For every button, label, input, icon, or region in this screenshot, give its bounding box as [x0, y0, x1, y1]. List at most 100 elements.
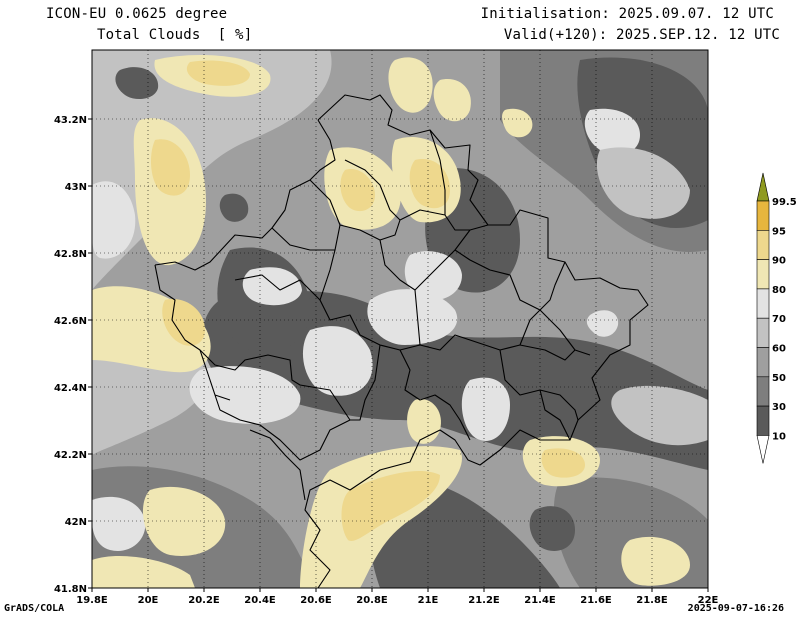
lon-tick-label: 21.6E — [580, 595, 612, 606]
lon-tick-label: 21.8E — [636, 595, 668, 606]
cloud-area — [115, 67, 159, 100]
lon-tick-label: 20E — [138, 595, 159, 606]
high-cloud-area — [150, 139, 190, 196]
high-cloud-area — [388, 57, 433, 113]
lon-axis: 19.8E 20E 20.2E 20.4E 20.6E 20.8E 21E 21.2E 21.4… — [76, 588, 719, 606]
colorbar-segment — [756, 405, 770, 436]
colorbar-label: 60 — [772, 344, 786, 355]
colorbar-segment — [756, 288, 770, 319]
initialisation-time: Initialisation: 2025.09.07. 12 UTC — [480, 6, 774, 22]
colorbar-label: 95 — [772, 226, 786, 237]
lat-tick-label: 42.4N — [54, 383, 87, 394]
colorbar-label: 30 — [772, 402, 786, 413]
lon-tick-label: 20.6E — [300, 595, 332, 606]
colorbar-label: 50 — [772, 373, 786, 384]
border-line — [350, 344, 381, 421]
high-cloud-area — [92, 555, 195, 588]
cloud-area — [92, 50, 332, 290]
border-line — [344, 159, 401, 221]
border-line — [399, 349, 471, 441]
lat-tick-label: 42.2N — [54, 450, 87, 461]
colorbar-segment — [756, 376, 770, 407]
high-cloud-area — [621, 536, 690, 586]
high-cloud-area — [186, 60, 250, 86]
model-title: ICON-EU 0.0625 degree — [46, 6, 228, 22]
lon-tick-label: 22E — [698, 595, 719, 606]
border-line — [234, 274, 591, 361]
clear-patch — [302, 326, 373, 396]
high-cloud-area — [142, 486, 226, 556]
colorbar-label: 10 — [772, 431, 786, 442]
clear-patch — [189, 366, 301, 424]
clear-patch — [92, 496, 146, 551]
clear-patch — [584, 108, 640, 155]
clear-patch — [461, 377, 510, 441]
cloud-area — [611, 385, 708, 446]
lon-tick-label: 20.2E — [188, 595, 220, 606]
border-line — [319, 224, 341, 301]
gridlines — [92, 50, 708, 588]
colorbar-top-arrow — [756, 172, 770, 202]
lon-tick-label: 20.8E — [356, 595, 388, 606]
clear-patch — [242, 267, 302, 306]
lon-tick-label: 21E — [418, 595, 439, 606]
border-line — [379, 239, 416, 291]
colorbar-segment — [756, 259, 770, 290]
valid-time: Valid(+120): 2025.SEP.12. 12 UTC — [503, 27, 780, 43]
clear-patch — [367, 289, 458, 345]
high-cloud-area — [433, 79, 471, 122]
cloud-area — [529, 506, 575, 551]
clear-patch — [404, 251, 462, 301]
colorbar-segment — [756, 200, 770, 231]
colorbar-segment — [756, 347, 770, 378]
high-cloud-area — [340, 169, 375, 212]
lat-tick-label: 41.8N — [54, 584, 87, 595]
borders — [154, 94, 649, 588]
colorbar-label: 90 — [772, 256, 786, 267]
variable-title: Total Clouds [ %] — [97, 27, 253, 43]
cloud-area — [596, 147, 690, 219]
cloud-area — [219, 193, 249, 222]
border-line — [414, 224, 489, 346]
border-line — [271, 227, 335, 251]
lat-axis: 41.8N 42N 42.2N 42.4N 42.6N 42.8N 43N 43.2N — [54, 115, 92, 595]
map-frame — [91, 49, 709, 589]
software-credit: GrADS/COLA — [4, 603, 65, 614]
lon-tick-label: 19.8E — [76, 595, 108, 606]
lat-tick-label: 42.8N — [54, 249, 87, 260]
colorbar: 10 30 50 60 70 80 90 95 99.5 — [756, 172, 797, 464]
border-line — [454, 249, 576, 351]
lat-tick-label: 42N — [65, 517, 87, 528]
clear-patch — [92, 181, 136, 259]
colorbar-bottom-arrow — [756, 435, 770, 464]
cloud-field — [92, 50, 708, 588]
high-cloud-area — [409, 159, 450, 209]
border-line — [154, 264, 351, 461]
border-line — [519, 261, 566, 346]
border-line — [199, 349, 231, 401]
render-timestamp: 2025-09-07-16:26 — [687, 603, 784, 614]
border-line — [154, 119, 336, 271]
lat-tick-label: 43.2N — [54, 115, 87, 126]
lat-tick-label: 43N — [65, 182, 87, 193]
high-cloud-area — [407, 399, 441, 444]
border-line — [249, 429, 306, 501]
high-cloud-area — [502, 108, 533, 138]
border-line — [304, 94, 649, 588]
high-cloud-area — [541, 448, 585, 478]
border-line — [309, 179, 470, 241]
colorbar-label: 80 — [772, 285, 786, 296]
lon-tick-label: 21.2E — [468, 595, 500, 606]
border-line — [429, 129, 446, 215]
clear-patch — [586, 310, 619, 337]
lon-tick-label: 21.4E — [524, 595, 556, 606]
lat-tick-label: 42.6N — [54, 316, 87, 327]
colorbar-label: 99.5 — [772, 197, 797, 208]
border-line — [539, 389, 571, 441]
lon-tick-label: 20.4E — [244, 595, 276, 606]
colorbar-label: 70 — [772, 314, 786, 325]
colorbar-segment — [756, 230, 770, 260]
colorbar-segment — [756, 317, 770, 348]
high-cloud-area — [341, 470, 440, 541]
